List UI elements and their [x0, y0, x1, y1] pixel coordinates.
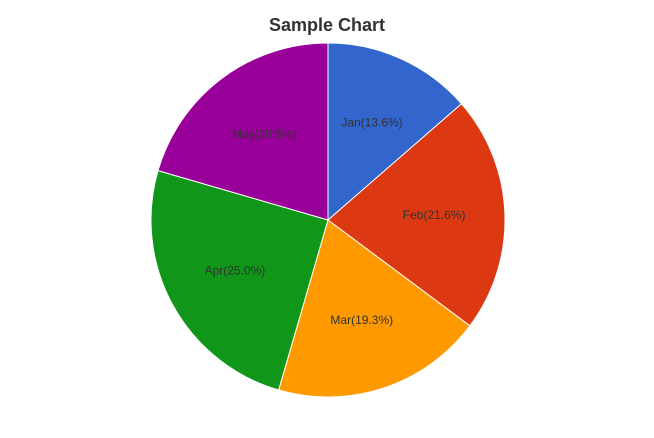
pie-slice-apr[interactable] — [150, 169, 329, 391]
slice-label-feb: Feb(21.6%) — [403, 208, 466, 222]
pie-slice-feb[interactable] — [327, 103, 506, 327]
pie-slice-may[interactable] — [157, 42, 329, 221]
slice-label-apr: Apr(25.0%) — [205, 263, 266, 277]
pie-slice-jan[interactable] — [327, 42, 463, 222]
slice-label-mar: Mar(19.3%) — [330, 313, 393, 327]
chart-title: Sample Chart — [268, 15, 386, 35]
slice-label-may: May(20.5%) — [232, 127, 297, 141]
slice-label-jan: Jan(13.6%) — [341, 116, 402, 130]
pie-slice-mar[interactable] — [277, 219, 471, 398]
